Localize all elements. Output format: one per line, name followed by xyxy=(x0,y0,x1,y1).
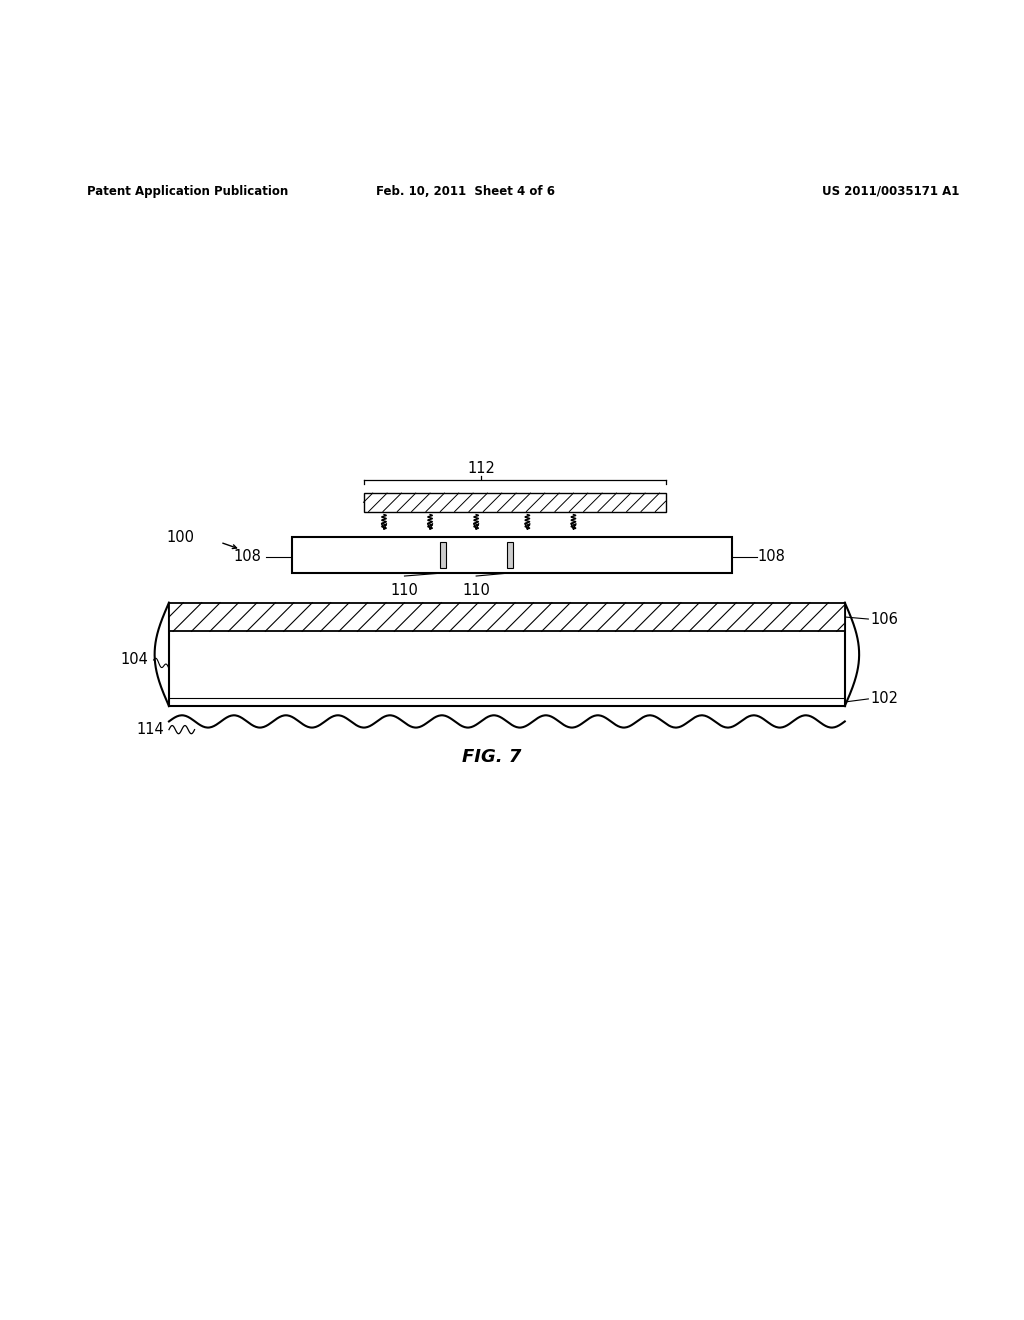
Text: 112: 112 xyxy=(467,461,496,475)
Text: FIG. 7: FIG. 7 xyxy=(462,748,521,767)
Text: US 2011/0035171 A1: US 2011/0035171 A1 xyxy=(822,185,959,198)
Text: 114: 114 xyxy=(136,722,164,737)
Text: 102: 102 xyxy=(870,692,898,706)
Polygon shape xyxy=(292,537,732,573)
Text: Patent Application Publication: Patent Application Publication xyxy=(87,185,289,198)
Polygon shape xyxy=(364,494,666,512)
Text: 110: 110 xyxy=(390,583,419,598)
Text: 108: 108 xyxy=(233,549,261,564)
Text: Feb. 10, 2011  Sheet 4 of 6: Feb. 10, 2011 Sheet 4 of 6 xyxy=(377,185,555,198)
Text: 106: 106 xyxy=(870,611,898,627)
Text: 100: 100 xyxy=(167,529,195,545)
Polygon shape xyxy=(169,631,845,706)
Text: 110: 110 xyxy=(462,583,490,598)
Polygon shape xyxy=(169,603,845,631)
Bar xyxy=(440,543,446,568)
Text: 104: 104 xyxy=(121,652,148,668)
Bar xyxy=(507,543,513,568)
Text: 108: 108 xyxy=(758,549,785,564)
